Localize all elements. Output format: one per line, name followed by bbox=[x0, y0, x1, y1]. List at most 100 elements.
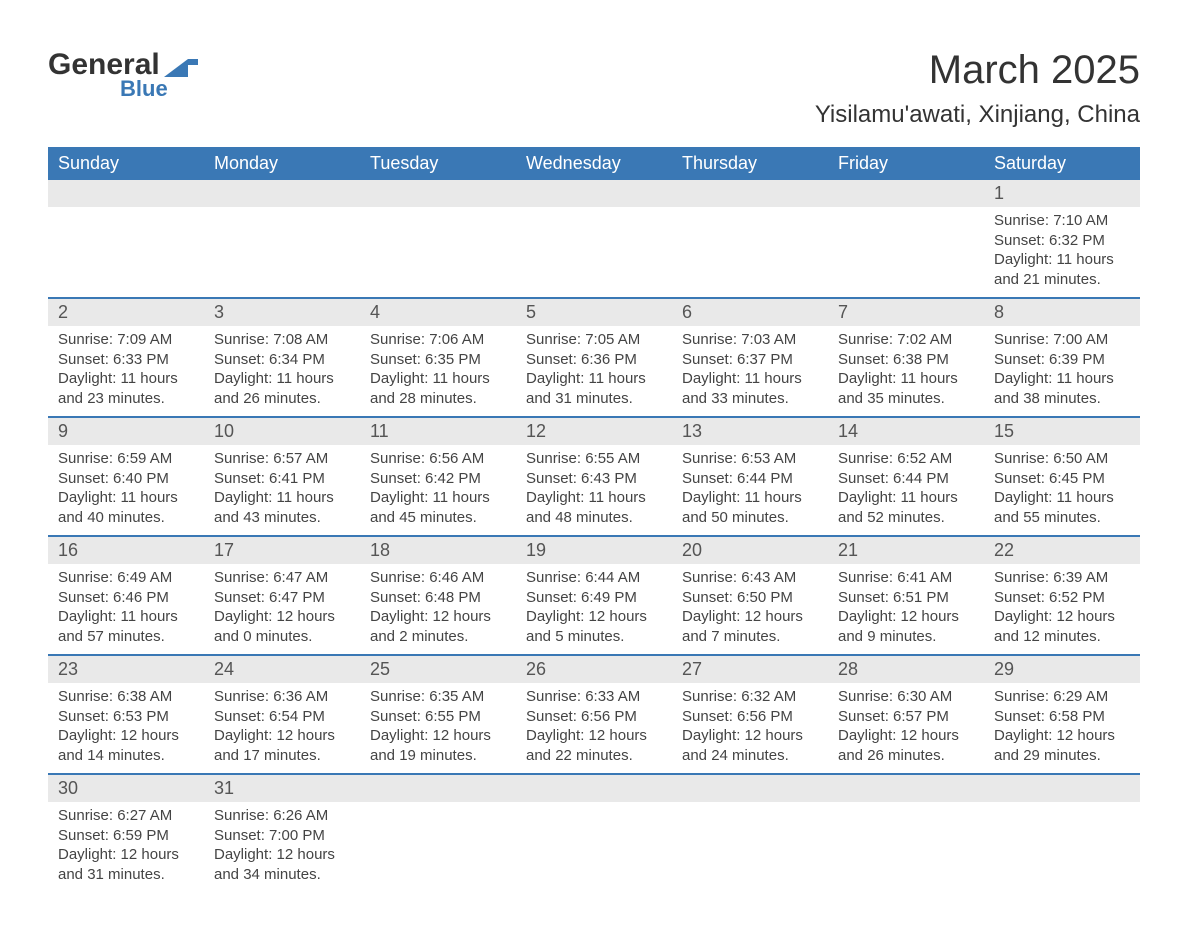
daylight-text: Daylight: 12 hours bbox=[58, 726, 194, 746]
sunset-text: Sunset: 6:43 PM bbox=[526, 469, 662, 489]
day-body: Sunrise: 7:06 AMSunset: 6:35 PMDaylight:… bbox=[360, 326, 516, 416]
day-cell: 2 Sunrise: 7:09 AMSunset: 6:33 PMDaylight… bbox=[48, 298, 204, 417]
daylight-text: and 2 minutes. bbox=[370, 627, 506, 647]
day-header: Monday bbox=[204, 147, 360, 180]
sunset-text: Sunset: 6:35 PM bbox=[370, 350, 506, 370]
daylight-text: and 55 minutes. bbox=[994, 508, 1130, 528]
sunset-text: Sunset: 6:38 PM bbox=[838, 350, 974, 370]
day-body: Sunrise: 6:57 AMSunset: 6:41 PMDaylight:… bbox=[204, 445, 360, 535]
daylight-text: Daylight: 11 hours bbox=[214, 369, 350, 389]
sunset-text: Sunset: 6:49 PM bbox=[526, 588, 662, 608]
daylight-text: Daylight: 12 hours bbox=[370, 607, 506, 627]
daylight-text: Daylight: 12 hours bbox=[994, 607, 1130, 627]
day-number: 2 bbox=[48, 299, 204, 326]
sunset-text: Sunset: 6:36 PM bbox=[526, 350, 662, 370]
sunrise-text: Sunrise: 7:09 AM bbox=[58, 330, 194, 350]
day-number: 6 bbox=[672, 299, 828, 326]
daylight-text: Daylight: 12 hours bbox=[370, 726, 506, 746]
daylight-text: and 43 minutes. bbox=[214, 508, 350, 528]
day-number: 21 bbox=[828, 537, 984, 564]
daylight-text: Daylight: 12 hours bbox=[526, 726, 662, 746]
daylight-text: and 19 minutes. bbox=[370, 746, 506, 766]
day-body: Sunrise: 6:30 AMSunset: 6:57 PMDaylight:… bbox=[828, 683, 984, 773]
empty-day-bar bbox=[984, 775, 1140, 802]
day-cell bbox=[672, 774, 828, 892]
sunrise-text: Sunrise: 6:33 AM bbox=[526, 687, 662, 707]
day-cell: 26Sunrise: 6:33 AMSunset: 6:56 PMDayligh… bbox=[516, 655, 672, 774]
day-number: 11 bbox=[360, 418, 516, 445]
title-block: March 2025 Yisilamu'awati, Xinjiang, Chi… bbox=[815, 48, 1140, 129]
day-body: Sunrise: 6:59 AMSunset: 6:40 PMDaylight:… bbox=[48, 445, 204, 535]
empty-day-bar bbox=[516, 775, 672, 802]
sunrise-text: Sunrise: 6:41 AM bbox=[838, 568, 974, 588]
empty-day-bar bbox=[828, 180, 984, 207]
day-number: 7 bbox=[828, 299, 984, 326]
sunset-text: Sunset: 6:59 PM bbox=[58, 826, 194, 846]
sunset-text: Sunset: 6:51 PM bbox=[838, 588, 974, 608]
day-cell: 17Sunrise: 6:47 AMSunset: 6:47 PMDayligh… bbox=[204, 536, 360, 655]
day-cell bbox=[828, 180, 984, 298]
daylight-text: and 24 minutes. bbox=[682, 746, 818, 766]
day-header: Wednesday bbox=[516, 147, 672, 180]
day-header: Tuesday bbox=[360, 147, 516, 180]
day-cell: 9Sunrise: 6:59 AMSunset: 6:40 PMDaylight… bbox=[48, 417, 204, 536]
day-number: 5 bbox=[516, 299, 672, 326]
daylight-text: Daylight: 11 hours bbox=[58, 369, 194, 389]
day-number: 22 bbox=[984, 537, 1140, 564]
sunrise-text: Sunrise: 6:57 AM bbox=[214, 449, 350, 469]
month-title: March 2025 bbox=[815, 48, 1140, 93]
sunrise-text: Sunrise: 6:56 AM bbox=[370, 449, 506, 469]
empty-day-bar bbox=[828, 775, 984, 802]
daylight-text: and 17 minutes. bbox=[214, 746, 350, 766]
daylight-text: Daylight: 12 hours bbox=[214, 607, 350, 627]
sunset-text: Sunset: 6:33 PM bbox=[58, 350, 194, 370]
sunrise-text: Sunrise: 6:59 AM bbox=[58, 449, 194, 469]
sunset-text: Sunset: 6:45 PM bbox=[994, 469, 1130, 489]
empty-day-bar bbox=[204, 180, 360, 207]
daylight-text: and 0 minutes. bbox=[214, 627, 350, 647]
day-cell: 19Sunrise: 6:44 AMSunset: 6:49 PMDayligh… bbox=[516, 536, 672, 655]
day-body: Sunrise: 7:05 AMSunset: 6:36 PMDaylight:… bbox=[516, 326, 672, 416]
day-cell: 24Sunrise: 6:36 AMSunset: 6:54 PMDayligh… bbox=[204, 655, 360, 774]
daylight-text: Daylight: 12 hours bbox=[994, 726, 1130, 746]
sunset-text: Sunset: 6:55 PM bbox=[370, 707, 506, 727]
day-cell: 22Sunrise: 6:39 AMSunset: 6:52 PMDayligh… bbox=[984, 536, 1140, 655]
day-cell: 8Sunrise: 7:00 AMSunset: 6:39 PMDaylight… bbox=[984, 298, 1140, 417]
daylight-text: Daylight: 11 hours bbox=[994, 250, 1130, 270]
sunrise-text: Sunrise: 6:49 AM bbox=[58, 568, 194, 588]
day-number: 8 bbox=[984, 299, 1140, 326]
sunrise-text: Sunrise: 7:10 AM bbox=[994, 211, 1130, 231]
daylight-text: Daylight: 11 hours bbox=[994, 369, 1130, 389]
sunset-text: Sunset: 6:57 PM bbox=[838, 707, 974, 727]
day-number: 24 bbox=[204, 656, 360, 683]
day-cell: 1Sunrise: 7:10 AMSunset: 6:32 PMDaylight… bbox=[984, 180, 1140, 298]
day-cell: 31Sunrise: 6:26 AMSunset: 7:00 PMDayligh… bbox=[204, 774, 360, 892]
sunrise-text: Sunrise: 6:52 AM bbox=[838, 449, 974, 469]
day-body: Sunrise: 6:50 AMSunset: 6:45 PMDaylight:… bbox=[984, 445, 1140, 535]
day-number: 17 bbox=[204, 537, 360, 564]
day-cell bbox=[360, 180, 516, 298]
sunset-text: Sunset: 6:32 PM bbox=[994, 231, 1130, 251]
sunset-text: Sunset: 7:00 PM bbox=[214, 826, 350, 846]
sunrise-text: Sunrise: 6:46 AM bbox=[370, 568, 506, 588]
sunset-text: Sunset: 6:44 PM bbox=[838, 469, 974, 489]
day-number: 14 bbox=[828, 418, 984, 445]
sunrise-text: Sunrise: 7:00 AM bbox=[994, 330, 1130, 350]
daylight-text: Daylight: 11 hours bbox=[682, 369, 818, 389]
daylight-text: and 34 minutes. bbox=[214, 865, 350, 885]
day-cell bbox=[672, 180, 828, 298]
day-cell: 4Sunrise: 7:06 AMSunset: 6:35 PMDaylight… bbox=[360, 298, 516, 417]
day-body: Sunrise: 6:38 AMSunset: 6:53 PMDaylight:… bbox=[48, 683, 204, 773]
sunrise-text: Sunrise: 6:53 AM bbox=[682, 449, 818, 469]
sunset-text: Sunset: 6:48 PM bbox=[370, 588, 506, 608]
daylight-text: Daylight: 11 hours bbox=[838, 369, 974, 389]
day-cell: 16Sunrise: 6:49 AMSunset: 6:46 PMDayligh… bbox=[48, 536, 204, 655]
day-header: Thursday bbox=[672, 147, 828, 180]
day-cell: 23Sunrise: 6:38 AMSunset: 6:53 PMDayligh… bbox=[48, 655, 204, 774]
daylight-text: and 7 minutes. bbox=[682, 627, 818, 647]
day-cell: 15Sunrise: 6:50 AMSunset: 6:45 PMDayligh… bbox=[984, 417, 1140, 536]
day-cell bbox=[204, 180, 360, 298]
daylight-text: Daylight: 11 hours bbox=[58, 607, 194, 627]
daylight-text: and 26 minutes. bbox=[838, 746, 974, 766]
day-body: Sunrise: 6:55 AMSunset: 6:43 PMDaylight:… bbox=[516, 445, 672, 535]
